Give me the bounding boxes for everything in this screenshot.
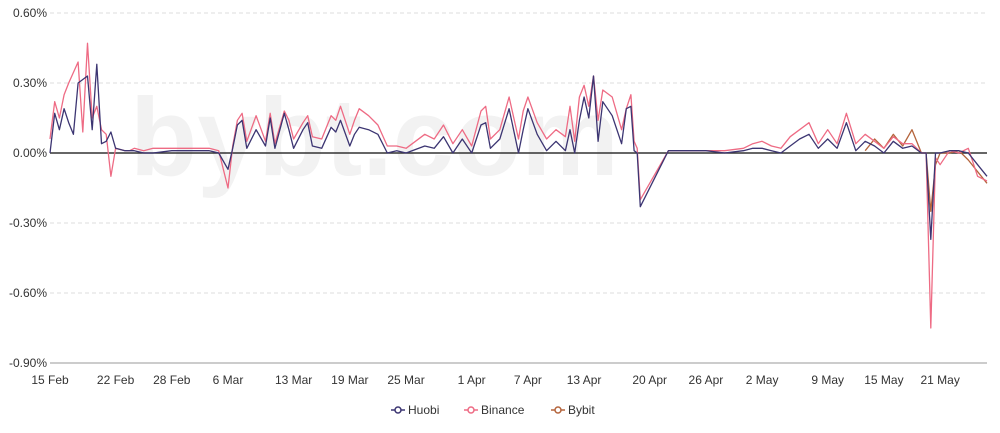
series-line-binance	[49, 42, 988, 329]
series-line-bybit	[864, 129, 988, 212]
legend-marker	[554, 406, 562, 414]
x-tick-label: 7 Apr	[514, 373, 542, 387]
x-tick-label: 22 Feb	[97, 373, 135, 387]
y-tick-label: 0.00%	[13, 146, 47, 160]
legend-label: Huobi	[408, 403, 439, 417]
y-tick-label: 0.30%	[13, 76, 47, 90]
legend-label: Binance	[481, 403, 525, 417]
x-tick-label: 21 May	[920, 373, 959, 387]
y-tick-label: -0.90%	[9, 356, 47, 370]
legend-marker	[394, 406, 402, 414]
legend-item-bybit: Bybit	[551, 403, 595, 417]
x-tick-label: 13 Apr	[567, 373, 602, 387]
legend-marker	[467, 406, 475, 414]
x-tick-label: 19 Mar	[331, 373, 368, 387]
x-tick-label: 9 May	[811, 373, 844, 387]
y-tick-label: -0.60%	[9, 286, 47, 300]
x-tick-label: 6 Mar	[213, 373, 244, 387]
x-tick-label: 25 Mar	[387, 373, 424, 387]
x-tick-label: 20 Apr	[632, 373, 667, 387]
x-tick-label: 1 Apr	[458, 373, 486, 387]
series-line-huobi	[49, 63, 988, 240]
y-tick-label: -0.30%	[9, 216, 47, 230]
x-tick-label: 26 Apr	[689, 373, 724, 387]
watermark-text: bybt.com	[130, 76, 619, 199]
y-tick-label: 0.60%	[13, 6, 47, 20]
x-tick-label: 15 May	[864, 373, 903, 387]
x-tick-label: 28 Feb	[153, 373, 191, 387]
x-tick-label: 15 Feb	[31, 373, 69, 387]
legend-item-huobi: Huobi	[391, 403, 439, 417]
x-tick-label: 2 May	[746, 373, 779, 387]
x-tick-label: 13 Mar	[275, 373, 312, 387]
legend-item-binance: Binance	[464, 403, 525, 417]
legend-label: Bybit	[568, 403, 595, 417]
